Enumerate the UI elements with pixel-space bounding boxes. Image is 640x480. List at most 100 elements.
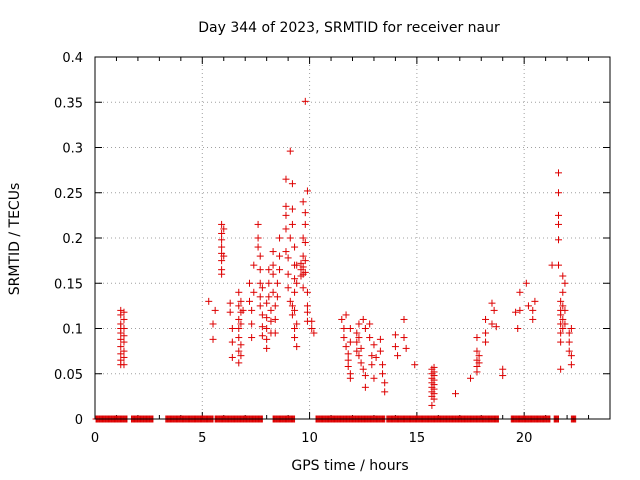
- data-point: [299, 263, 307, 271]
- data-point: [557, 311, 565, 319]
- data-point: [514, 325, 522, 332]
- data-point: [218, 270, 226, 278]
- data-point: [368, 361, 376, 369]
- data-point: [342, 311, 350, 319]
- data-point: [120, 315, 128, 323]
- data-point: [430, 395, 438, 403]
- data-point: [355, 320, 363, 328]
- data-point: [391, 331, 399, 339]
- data-point: [361, 325, 369, 332]
- data-point: [475, 352, 483, 360]
- data-point: [344, 363, 352, 371]
- y-axis-label: SRMTID / TECUs: [7, 183, 23, 296]
- data-point: [557, 338, 565, 346]
- data-point: [218, 243, 226, 251]
- data-point: [340, 334, 348, 342]
- data-point: [256, 266, 264, 274]
- data-point: [357, 359, 365, 367]
- data-point: [301, 220, 309, 228]
- data-point: [250, 288, 258, 296]
- data-point: [228, 353, 236, 361]
- data-point: [381, 388, 389, 396]
- data-point: [263, 335, 271, 343]
- data-point: [288, 180, 296, 188]
- data-point: [555, 220, 562, 228]
- data-point: [263, 344, 271, 352]
- data-point: [561, 320, 569, 328]
- data-point: [346, 338, 354, 346]
- data-point: [361, 383, 369, 391]
- data-point: [237, 320, 245, 328]
- data-point: [120, 361, 128, 369]
- y-tick-label: 0: [75, 413, 83, 428]
- data-point: [557, 365, 565, 373]
- data-point: [258, 311, 266, 319]
- data-point: [559, 325, 567, 332]
- data-point: [512, 308, 520, 316]
- gridlines: [95, 57, 610, 419]
- data-point: [273, 279, 281, 287]
- data-point: [400, 334, 408, 342]
- data-point: [256, 302, 264, 310]
- data-point: [379, 370, 387, 378]
- data-point: [475, 359, 483, 367]
- data-point: [246, 297, 253, 305]
- data-point: [381, 379, 389, 387]
- data-point: [263, 299, 271, 307]
- data-point: [293, 320, 301, 328]
- data-point: [490, 306, 498, 314]
- data-point: [516, 306, 524, 314]
- data-point: [286, 234, 294, 242]
- data-point: [301, 257, 309, 265]
- data-point: [567, 325, 575, 332]
- data-point: [237, 341, 245, 349]
- data-point: [291, 288, 299, 296]
- data-point: [288, 311, 296, 319]
- data-point: [237, 352, 245, 360]
- data-point: [291, 243, 299, 251]
- data-point: [567, 361, 575, 369]
- data-point: [271, 302, 279, 310]
- data-point: [516, 288, 524, 296]
- data-point: [265, 266, 273, 274]
- data-point: [366, 334, 374, 342]
- data-point: [218, 257, 226, 265]
- y-tick-label: 0.25: [54, 187, 83, 202]
- data-point: [473, 334, 481, 342]
- data-point: [256, 293, 264, 301]
- data-point: [282, 248, 290, 256]
- data-point: [559, 288, 567, 296]
- data-point: [370, 341, 378, 349]
- x-tick-label: 15: [409, 431, 426, 446]
- data-point: [288, 302, 296, 310]
- data-point: [220, 225, 228, 233]
- data-point: [428, 401, 436, 409]
- data-point: [376, 335, 384, 343]
- data-point: [548, 261, 556, 269]
- data-point: [293, 343, 301, 351]
- data-point: [488, 299, 496, 307]
- data-point: [286, 147, 294, 155]
- data-point: [267, 317, 275, 325]
- data-point: [555, 236, 562, 244]
- data-point: [353, 347, 361, 355]
- data-point: [359, 365, 367, 373]
- data-point: [254, 220, 262, 228]
- data-point: [379, 361, 387, 369]
- data-point: [338, 315, 346, 323]
- data-point: [254, 243, 262, 251]
- data-point: [524, 302, 532, 310]
- data-point: [531, 297, 539, 305]
- data-point: [293, 279, 301, 287]
- x-tick-label: 20: [516, 431, 533, 446]
- data-point: [361, 372, 369, 380]
- data-point: [258, 332, 266, 340]
- data-point: [293, 261, 301, 269]
- data-point: [340, 325, 348, 332]
- data-point: [288, 220, 296, 228]
- data-point: [248, 306, 256, 314]
- data-point: [120, 353, 128, 361]
- data-point: [346, 374, 354, 382]
- data-point: [235, 359, 243, 367]
- data-point: [355, 352, 363, 360]
